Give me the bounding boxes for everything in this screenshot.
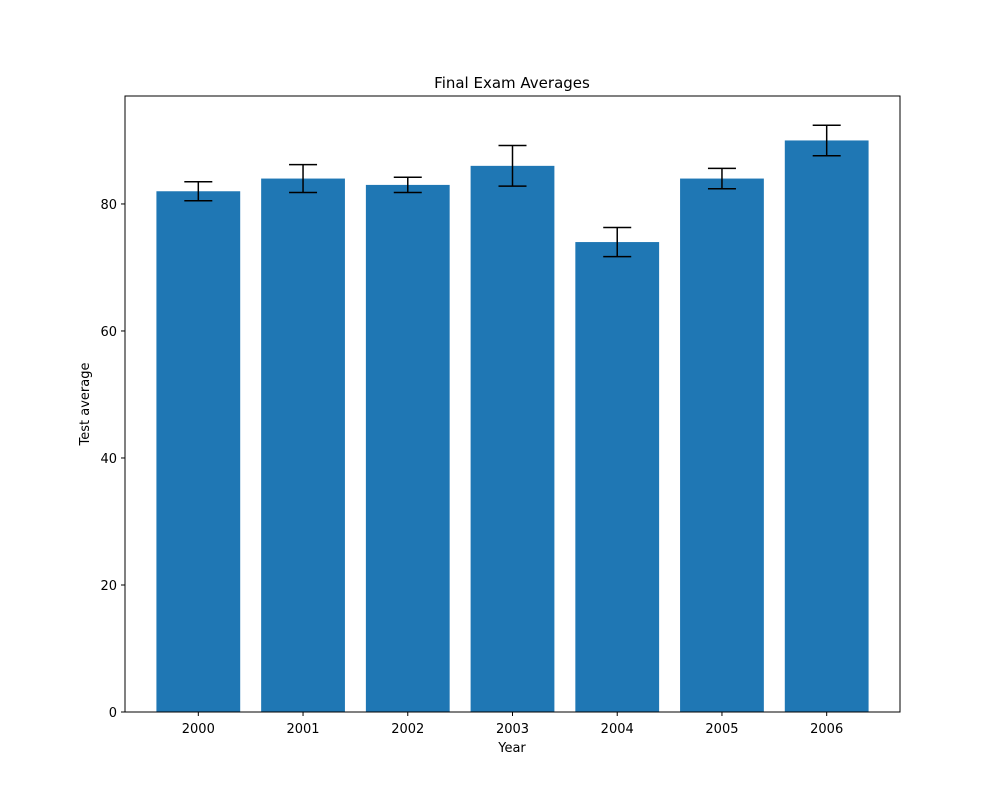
x-axis: 2000 2001 2002 2003 2004 2005 2006 [182,712,843,737]
x-tick-label: 2005 [705,722,738,737]
y-tick-label: 40 [100,452,117,467]
y-tick-label: 20 [100,579,117,594]
error-bar-2005 [707,167,736,190]
x-axis-label: Year [497,741,526,756]
bar-2001 [261,178,345,712]
bar-2003 [470,165,555,713]
error-bar-2006 [812,124,841,157]
x-tick-label: 2003 [496,722,529,737]
x-tick-label: 2000 [182,722,215,737]
y-tick-label: 60 [100,325,117,340]
x-tick-label: 2002 [391,722,424,737]
chart-title: Final Exam Averages [434,74,590,92]
error-bar-2004 [603,226,632,258]
bar-2000 [156,191,241,712]
y-tick-label: 80 [100,198,117,213]
y-axis-label: Test average [78,363,93,447]
bar-2004 [575,242,660,712]
x-tick-label: 2004 [601,722,634,737]
bars-layer [156,140,869,713]
y-tick-label: 0 [109,706,117,721]
error-bar-2001 [289,163,318,194]
error-bars-layer [184,124,841,258]
error-bar-2000 [184,180,213,202]
y-axis: 0 20 40 60 80 [100,198,125,721]
x-tick-label: 2006 [810,722,843,737]
bar-2002 [365,184,450,712]
bar-2005 [680,178,764,712]
bar-2006 [784,140,869,712]
error-bar-2003 [498,144,527,187]
x-tick-label: 2001 [286,722,319,737]
error-bar-2002 [393,176,422,194]
